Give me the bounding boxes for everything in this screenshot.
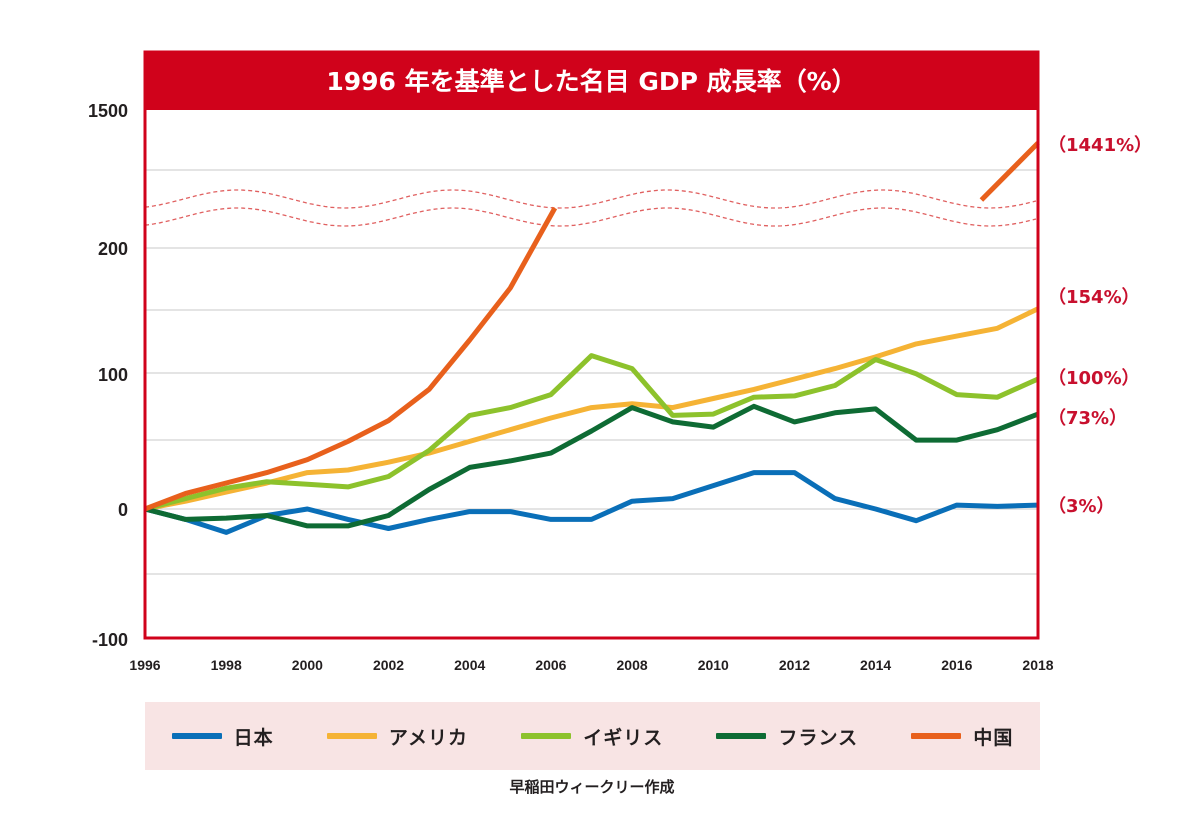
legend-swatch-japan	[171, 733, 222, 739]
x-tick-1996: 1996	[129, 657, 160, 673]
legend-label-japan: 日本	[233, 726, 274, 749]
title-bar	[145, 52, 1038, 110]
x-tick-2000: 2000	[292, 657, 323, 673]
x-tick-2016: 2016	[941, 657, 972, 673]
end-label-3: （73%）	[1048, 408, 1127, 429]
end-label-2: （100%）	[1048, 368, 1140, 389]
end-label-4: （3%）	[1048, 496, 1115, 517]
y-tick-100: 100	[98, 365, 128, 385]
x-tick-2006: 2006	[535, 657, 566, 673]
series-line-france	[144, 403, 1039, 529]
x-tick-2014: 2014	[860, 657, 891, 673]
source-credit: 早稲田ウィークリー作成	[509, 778, 675, 796]
y-tick-1500: 1500	[88, 101, 128, 121]
legend-item-uk: イギリス	[521, 723, 663, 750]
x-axis-ticks: 1996 1998 2000 2002 2004 2006 2008 2010 2012 2014…	[129, 657, 1053, 673]
y-tick-0: 0	[118, 500, 128, 520]
legend-label-france: フランス	[778, 726, 859, 749]
y-tick-200: 200	[98, 239, 128, 259]
series-line-china	[144, 206, 558, 512]
y-tick--100: -100	[92, 630, 128, 650]
x-tick-2012: 2012	[779, 657, 810, 673]
break-wave-lower	[144, 207, 1037, 227]
series-line-china-1	[979, 141, 1040, 202]
legend-label-usa: アメリカ	[388, 726, 468, 749]
series-line-japan	[144, 470, 1039, 535]
x-tick-1998: 1998	[211, 657, 242, 673]
legend-item-japan: 日本	[171, 723, 274, 750]
x-tick-2008: 2008	[617, 657, 648, 673]
series-line-uk	[144, 353, 1040, 512]
legend-swatch-china	[911, 733, 962, 739]
legend-swatch-usa	[326, 733, 377, 739]
legend-label-uk: イギリス	[583, 726, 664, 749]
y-axis-ticks: 1500 200 100 0 -100	[88, 101, 128, 650]
legend-item-france: フランス	[716, 723, 858, 750]
legend-swatch-uk	[521, 733, 572, 739]
legend-label-china: 中国	[973, 726, 1014, 749]
x-tick-2010: 2010	[698, 657, 729, 673]
legend-swatch-france	[716, 733, 767, 739]
series-lines	[144, 141, 1040, 535]
break-wave-upper	[144, 189, 1037, 209]
end-label-0: （1441%）	[1048, 135, 1152, 156]
legend: 日本 アメリカ イギリス フランス 中国	[145, 702, 1040, 770]
x-tick-2004: 2004	[454, 657, 485, 673]
legend-item-usa: アメリカ	[326, 723, 468, 750]
legend-item-china: 中国	[911, 723, 1013, 750]
end-labels: （1441%） （154%） （100%） （73%） （3%）	[1048, 135, 1152, 517]
x-tick-2018: 2018	[1022, 657, 1053, 673]
gdp-growth-chart: 1996 年を基準とした名目 GDP 成長率（%） 1500 200 100 0 -10…	[88, 50, 1152, 673]
plot-frame	[143, 50, 1040, 640]
series-line-usa	[144, 306, 1040, 512]
axis-break-waves	[144, 189, 1037, 227]
chart-title: 1996 年を基準とした名目 GDP 成長率（%）	[326, 67, 856, 96]
x-tick-2002: 2002	[373, 657, 404, 673]
end-label-1: （154%）	[1048, 287, 1140, 308]
